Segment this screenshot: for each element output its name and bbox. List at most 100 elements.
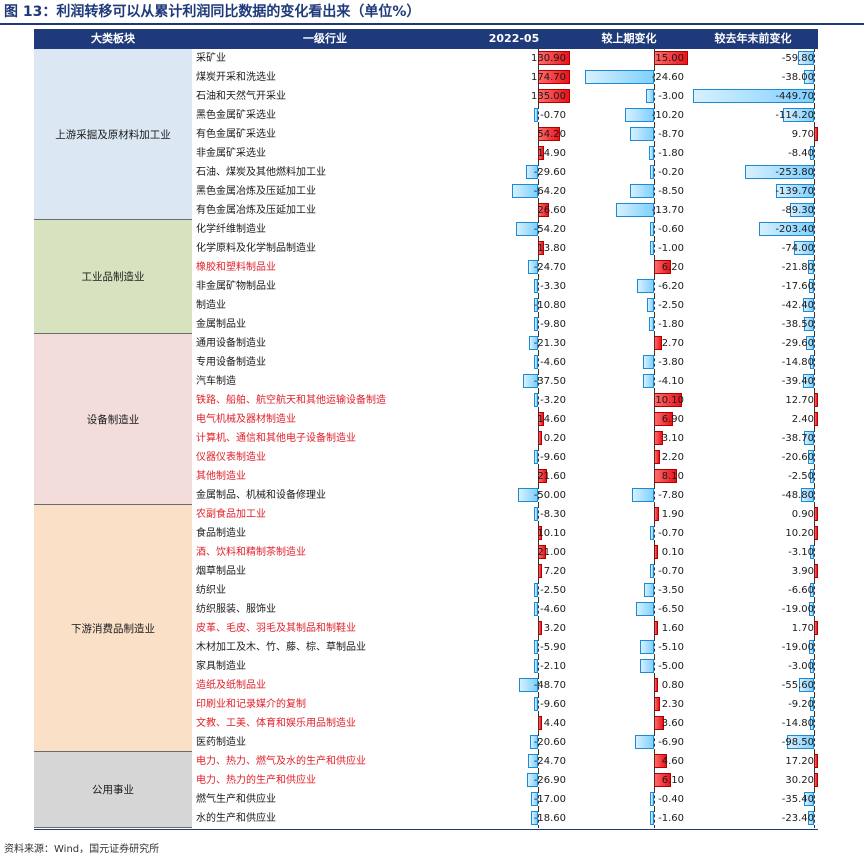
- negative-bar: [789, 203, 814, 217]
- sector-group: 设备制造业: [34, 334, 192, 505]
- header-2022-05: 2022-05: [458, 29, 570, 49]
- zero-axis: [814, 733, 815, 752]
- industry-name: 酒、饮料和精制茶制造业: [196, 547, 306, 558]
- value-label: -9.20: [788, 699, 814, 710]
- negative-bar: [810, 469, 814, 483]
- table-row: 非金属矿采选业 14.90 -1.80 -8.40: [192, 144, 818, 163]
- industry-name: 造纸及纸制品业: [196, 680, 266, 691]
- negative-bar: [523, 374, 538, 388]
- table-row: 文教、工美、体育和娱乐用品制造业 4.40 3.60 -14.80: [192, 714, 818, 733]
- zero-axis: [538, 410, 539, 429]
- value-cell-v2: 15.00: [570, 49, 688, 68]
- value-cell-v3: -3.00: [688, 657, 818, 676]
- value-label: 6.90: [661, 414, 684, 425]
- value-label: -39.40: [781, 376, 814, 387]
- value-label: -0.20: [658, 167, 684, 178]
- table-row: 石油、煤炭及其他燃料加工业 -29.60 -0.20 -253.80: [192, 163, 818, 182]
- value-label: -18.60: [533, 813, 566, 824]
- zero-axis: [654, 600, 655, 619]
- value-cell-v1: -18.60: [458, 809, 570, 828]
- zero-axis: [654, 68, 655, 87]
- table-row: 农副食品加工业 -8.30 1.90 0.90: [192, 505, 818, 524]
- industry-name: 水的生产和供应业: [196, 813, 276, 824]
- zero-axis: [538, 524, 539, 543]
- zero-axis: [654, 372, 655, 391]
- zero-axis: [654, 182, 655, 201]
- value-label: -7.80: [658, 490, 684, 501]
- table-row: 酒、饮料和精制茶制造业 21.00 0.10 -3.10: [192, 543, 818, 562]
- zero-axis: [814, 125, 815, 144]
- value-cell-v1: 7.20: [458, 562, 570, 581]
- value-cell-v1: 0.20: [458, 429, 570, 448]
- industry-name: 非金属矿物制品业: [196, 281, 276, 292]
- value-cell-v3: -20.60: [688, 448, 818, 467]
- value-cell-v2: -1.80: [570, 315, 688, 334]
- negative-bar: [533, 298, 538, 312]
- value-cell-v1: -0.70: [458, 106, 570, 125]
- negative-bar: [808, 260, 814, 274]
- negative-bar: [643, 355, 654, 369]
- value-label: -4.10: [658, 376, 684, 387]
- table-row: 化学原料及化学制品制造业 13.80 -1.00 -74.00: [192, 239, 818, 258]
- industry-name: 纺织服装、服饰业: [196, 604, 276, 615]
- negative-bar: [518, 678, 538, 692]
- value-label: 2.20: [661, 452, 684, 463]
- value-label: -42.40: [781, 300, 814, 311]
- value-label: -48.80: [781, 490, 814, 501]
- value-cell-v3: -38.50: [688, 315, 818, 334]
- zero-axis: [538, 581, 539, 600]
- zero-axis: [654, 695, 655, 714]
- zero-axis: [538, 353, 539, 372]
- zero-axis: [538, 106, 539, 125]
- industry-name: 汽车制造: [196, 376, 236, 387]
- zero-axis: [538, 600, 539, 619]
- title-rule: [0, 23, 864, 25]
- negative-bar: [527, 773, 538, 787]
- value-cell-v3: 30.20: [688, 771, 818, 790]
- zero-axis: [654, 315, 655, 334]
- value-label: -9.60: [540, 699, 566, 710]
- zero-axis: [814, 771, 815, 790]
- value-cell-v1: -54.20: [458, 220, 570, 239]
- zero-axis: [538, 87, 539, 106]
- zero-axis: [538, 809, 539, 828]
- negative-bar: [759, 222, 814, 236]
- zero-axis: [654, 790, 655, 809]
- value-cell-v2: -0.40: [570, 790, 688, 809]
- industry-name: 黑色金属矿采选业: [196, 110, 276, 121]
- zero-axis: [654, 220, 655, 239]
- value-cell-v2: -24.60: [570, 68, 688, 87]
- zero-axis: [654, 676, 655, 695]
- table-row: 皮革、毛皮、羽毛及其制品和制鞋业 3.20 1.60 1.70: [192, 619, 818, 638]
- value-label: -17.60: [781, 281, 814, 292]
- zero-axis: [538, 733, 539, 752]
- value-cell-v3: -39.40: [688, 372, 818, 391]
- zero-axis: [814, 429, 815, 448]
- value-label: -98.50: [781, 737, 814, 748]
- negative-bar: [783, 108, 814, 122]
- value-label: -3.00: [658, 91, 684, 102]
- negative-bar: [800, 488, 814, 502]
- industry-name: 其他制造业: [196, 471, 246, 482]
- value-cell-v2: 3.60: [570, 714, 688, 733]
- value-cell-v3: -203.40: [688, 220, 818, 239]
- value-label: 8.10: [661, 471, 684, 482]
- value-cell-v2: -6.20: [570, 277, 688, 296]
- zero-axis: [654, 619, 655, 638]
- value-cell-v2: -5.10: [570, 638, 688, 657]
- value-label: -6.20: [658, 281, 684, 292]
- value-label: -24.70: [533, 756, 566, 767]
- value-label: -9.60: [540, 452, 566, 463]
- zero-axis: [538, 296, 539, 315]
- industry-name: 农副食品加工业: [196, 509, 266, 520]
- industry-name: 木材加工及木、竹、藤、棕、草制品业: [196, 642, 366, 653]
- industry-name: 皮革、毛皮、羽毛及其制品和制鞋业: [196, 623, 356, 634]
- zero-axis: [538, 771, 539, 790]
- value-cell-v3: 0.90: [688, 505, 818, 524]
- industry-name: 石油、煤炭及其他燃料加工业: [196, 167, 326, 178]
- value-cell-v3: -8.40: [688, 144, 818, 163]
- zero-axis: [538, 201, 539, 220]
- value-cell-v3: -19.00: [688, 600, 818, 619]
- value-cell-v3: -14.80: [688, 714, 818, 733]
- zero-axis: [814, 372, 815, 391]
